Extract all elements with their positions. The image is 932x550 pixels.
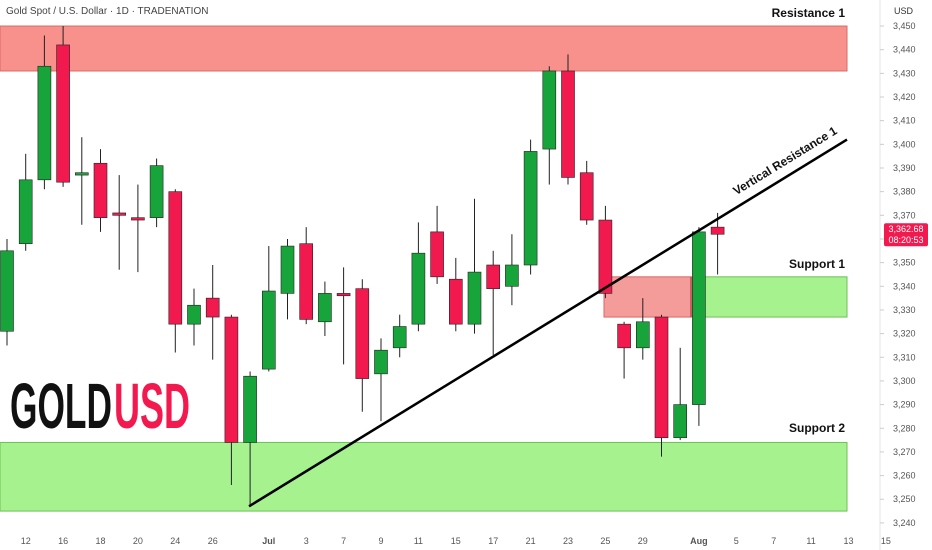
y-tick-label: 3,320 xyxy=(893,329,916,339)
y-tick-label: 3,420 xyxy=(893,92,916,102)
candle-body xyxy=(93,162,108,218)
y-tick-label: 3,350 xyxy=(893,258,916,268)
x-tick-label: 15 xyxy=(451,536,461,546)
candle-body xyxy=(467,271,482,325)
candle-body xyxy=(75,172,89,176)
candle-body xyxy=(579,172,594,221)
x-tick-label: 9 xyxy=(378,536,383,546)
x-tick-label: 25 xyxy=(600,536,610,546)
candle-body xyxy=(56,44,70,183)
x-tick-label: 18 xyxy=(95,536,105,546)
x-tick-label: 5 xyxy=(734,536,739,546)
candle-body xyxy=(336,293,351,297)
y-tick-label: 3,340 xyxy=(893,281,916,291)
x-tick-label: Jul xyxy=(262,536,275,546)
x-tick-label: 21 xyxy=(526,536,536,546)
candle-body xyxy=(131,217,145,221)
zone xyxy=(692,276,848,318)
candle-body xyxy=(673,404,688,439)
candle-body xyxy=(261,290,276,370)
y-tick-label: 3,250 xyxy=(893,494,916,504)
candle-body xyxy=(187,304,201,325)
candle-body xyxy=(18,179,33,245)
x-tick-label: 17 xyxy=(488,536,498,546)
y-tick-label: 3,240 xyxy=(893,518,916,528)
zone-label: Support 1 xyxy=(789,257,845,271)
y-tick-label: 3,430 xyxy=(893,68,916,78)
x-tick-label: 29 xyxy=(638,536,648,546)
x-tick-label: 7 xyxy=(341,536,346,546)
y-tick-label: 3,270 xyxy=(893,447,916,457)
candle-body xyxy=(542,70,557,150)
x-tick-label: 20 xyxy=(133,536,143,546)
watermark: GOLD xyxy=(10,370,112,442)
y-tick-label: 3,280 xyxy=(893,423,916,433)
x-tick-label: 7 xyxy=(771,536,776,546)
x-tick-label: 15 xyxy=(881,536,891,546)
x-tick-label: 23 xyxy=(563,536,573,546)
y-tick-label: 3,370 xyxy=(893,210,916,220)
x-tick-label: 11 xyxy=(806,536,815,546)
last-price-tag xyxy=(884,223,928,247)
y-tick-label: 3,300 xyxy=(893,376,916,386)
candle-body xyxy=(224,316,239,443)
zone xyxy=(0,441,848,512)
y-tick-label: 3,440 xyxy=(893,45,916,55)
x-tick-label: 11 xyxy=(414,536,423,546)
currency-label: USD xyxy=(894,6,914,16)
candle-body xyxy=(374,349,388,375)
y-tick-label: 3,400 xyxy=(893,139,916,149)
candle-body xyxy=(430,231,444,278)
zone xyxy=(0,25,848,72)
candle-body xyxy=(505,264,519,287)
candle-body xyxy=(243,375,257,443)
candle-body xyxy=(523,151,538,266)
candle-body xyxy=(411,252,426,325)
zone xyxy=(603,276,698,318)
candle-body xyxy=(598,219,613,294)
x-tick-label: 3 xyxy=(304,536,309,546)
candle-body xyxy=(37,65,52,181)
candle-body xyxy=(0,250,14,332)
candle-body xyxy=(168,191,183,325)
y-tick-label: 3,260 xyxy=(893,471,916,481)
x-tick-label: 24 xyxy=(170,536,180,546)
candle-body xyxy=(654,316,669,439)
candle-body xyxy=(355,288,370,379)
watermark: USD xyxy=(114,370,190,442)
y-tick-label: 3,310 xyxy=(893,352,916,362)
y-tick-label: 3,330 xyxy=(893,305,916,315)
y-tick-label: 3,450 xyxy=(893,21,916,31)
y-tick-label: 3,290 xyxy=(893,400,916,410)
candle-body xyxy=(710,226,725,235)
candle-body xyxy=(112,212,126,216)
candle-body xyxy=(617,323,631,349)
candle-body xyxy=(280,245,295,294)
last-price: 3,362.68 xyxy=(888,224,923,234)
x-tick-label: 12 xyxy=(21,536,31,546)
trendline xyxy=(248,138,848,508)
candle-body xyxy=(205,297,220,318)
y-tick-label: 3,380 xyxy=(893,187,916,197)
countdown: 08:20:53 xyxy=(888,235,923,245)
zone-label: Resistance 1 xyxy=(772,6,846,20)
candle-body xyxy=(635,321,650,349)
y-tick-label: 3,410 xyxy=(893,116,916,126)
candle-body xyxy=(318,293,332,323)
x-tick-label: 26 xyxy=(208,536,218,546)
symbol-header: Gold Spot / U.S. Dollar · 1D · TRADENATI… xyxy=(6,6,208,17)
zone-label: Support 2 xyxy=(789,421,845,435)
candle-body xyxy=(448,278,463,325)
candle-body xyxy=(299,243,314,320)
candle-body xyxy=(561,70,575,178)
candle-body xyxy=(692,231,706,405)
candle-body xyxy=(486,264,501,289)
candle-body xyxy=(392,326,407,349)
y-tick-label: 3,390 xyxy=(893,163,916,173)
x-tick-label: Aug xyxy=(690,536,708,546)
candle-body xyxy=(149,165,164,218)
x-tick-label: 16 xyxy=(58,536,68,546)
x-tick-label: 13 xyxy=(843,536,853,546)
